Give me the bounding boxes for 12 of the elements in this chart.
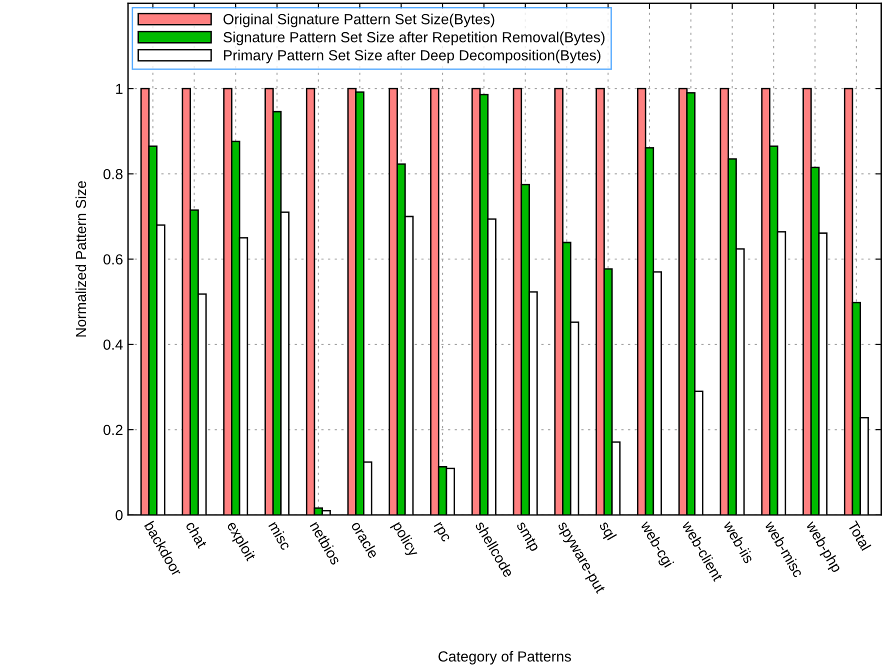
y-axis-title: Normalized Pattern Size bbox=[75, 181, 86, 337]
legend-label: Signature Pattern Set Size after Repetition Removal(Bytes) bbox=[223, 32, 605, 46]
legend-label: Primary Pattern Set Size after Deep Decomposition(Bytes) bbox=[224, 50, 600, 64]
y-tick-label: 0.6 bbox=[103, 254, 123, 265]
y-tick-label: 0 bbox=[116, 510, 123, 520]
legend-label: Original Signature Pattern Set Size(Bytes) bbox=[224, 14, 494, 28]
y-tick-label: 0.2 bbox=[103, 424, 122, 436]
y-tick-label: 0.8 bbox=[103, 168, 123, 180]
y-tick-label: 0.4 bbox=[103, 339, 123, 350]
y-tick-label: 1 bbox=[116, 84, 122, 94]
x-axis-title: Category of Patterns bbox=[438, 650, 571, 665]
x-tick-label: rpc bbox=[431, 522, 450, 544]
